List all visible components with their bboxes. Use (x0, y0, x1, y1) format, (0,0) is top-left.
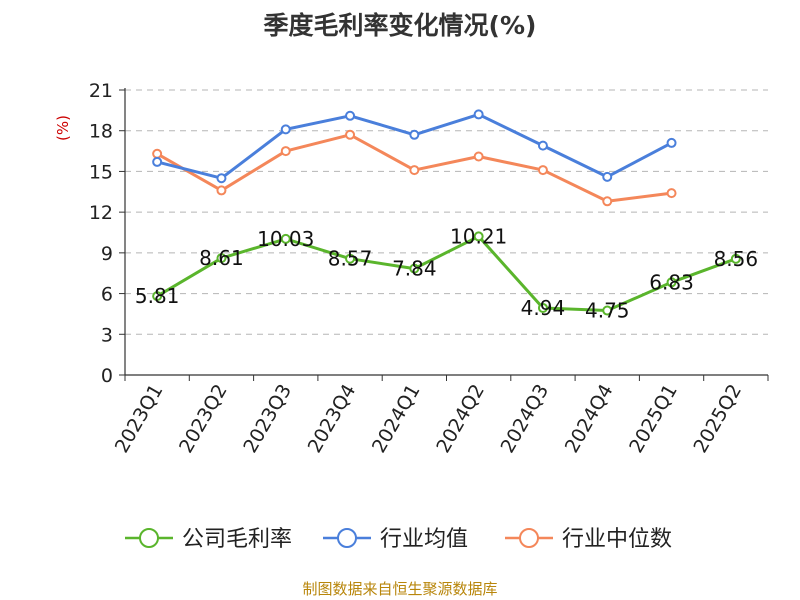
data-point-2 (345, 129, 356, 140)
y-tick-label: 21 (89, 80, 113, 102)
data-point-0 (409, 263, 420, 274)
grid-lines (125, 89, 768, 335)
data-point-0 (666, 277, 677, 288)
data-point-0 (280, 233, 291, 244)
x-tick-label: 2023Q4 (304, 381, 361, 457)
data-point-2 (666, 188, 677, 199)
data-point-0 (537, 302, 548, 313)
y-tick-label: 6 (101, 284, 113, 306)
data-label: 4.75 (585, 299, 630, 323)
legend-marker (337, 528, 357, 548)
data-label: 6.83 (649, 270, 694, 294)
data-point-2 (152, 148, 163, 159)
data-point-2 (537, 165, 548, 176)
data-label: 10.03 (257, 227, 314, 251)
y-tick-label: 12 (89, 202, 113, 224)
legend-marker (519, 528, 539, 548)
x-tick-label: 2025Q2 (689, 381, 746, 457)
y-axis-unit-label: (%) (54, 115, 72, 141)
data-label: 10.21 (450, 224, 507, 248)
data-point-0 (473, 231, 484, 242)
data-point-0 (216, 253, 227, 264)
y-tick-label: 3 (101, 324, 113, 346)
x-tick-label: 2023Q1 (111, 381, 168, 457)
data-point-1 (537, 140, 548, 151)
y-tick-label: 18 (89, 121, 113, 143)
x-tick-label: 2023Q2 (175, 381, 232, 457)
x-tick-label: 2024Q2 (432, 381, 489, 457)
legend-label: 行业中位数 (562, 527, 672, 552)
series-line-0 (156, 234, 737, 313)
data-point-1 (409, 129, 420, 140)
data-point-1 (152, 156, 163, 167)
data-point-2 (409, 165, 420, 176)
data-point-0 (345, 253, 356, 264)
legend-label: 公司毛利率 (182, 527, 292, 552)
data-point-2 (473, 151, 484, 162)
data-point-2 (216, 185, 227, 196)
data-point-1 (280, 124, 291, 135)
series-layer (152, 109, 741, 316)
data-point-0 (730, 253, 741, 264)
data-point-0 (152, 291, 163, 302)
legend: 公司毛利率 行业均值 行业中位数 (125, 527, 672, 552)
data-label: 8.57 (328, 247, 373, 271)
x-tick-label: 2024Q1 (368, 381, 425, 457)
data-labels: 5.81 8.61 10.03 8.57 7.84 10.21 4.94 4.75 6.83 8.… (135, 224, 758, 322)
source-note: 制图数据来自恒生聚源数据库 (302, 580, 497, 598)
data-point-1 (666, 137, 677, 148)
x-tick-label: 2024Q4 (561, 381, 618, 457)
x-tick-label: 2024Q3 (497, 381, 554, 457)
legend-label: 行业均值 (380, 527, 468, 552)
y-tick-label: 9 (101, 243, 113, 265)
data-point-1 (345, 110, 356, 121)
data-point-1 (216, 173, 227, 184)
data-label: 5.81 (135, 284, 180, 308)
data-point-0 (602, 305, 613, 316)
data-label: 7.84 (392, 257, 437, 281)
data-point-2 (602, 196, 613, 207)
chart-title: 季度毛利率变化情况(%) (264, 11, 537, 40)
data-label: 8.56 (714, 247, 759, 271)
data-point-1 (473, 109, 484, 120)
data-label: 8.61 (199, 246, 244, 270)
data-point-2 (280, 146, 291, 157)
data-label: 4.94 (521, 296, 566, 320)
legend-marker (139, 528, 159, 548)
x-tick-label: 2025Q1 (625, 381, 682, 457)
y-tick-label: 0 (101, 365, 113, 387)
x-tick-label: 2023Q3 (239, 381, 296, 457)
data-point-1 (602, 171, 613, 182)
y-tick-label: 15 (89, 161, 113, 183)
